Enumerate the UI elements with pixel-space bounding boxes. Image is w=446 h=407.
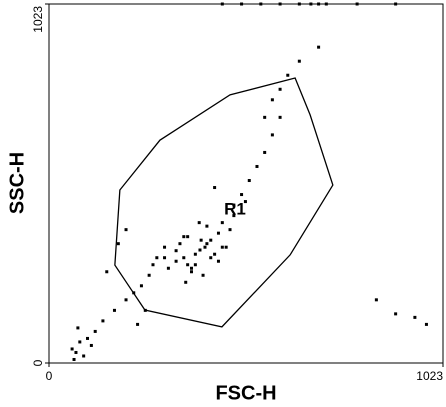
point [190,266,194,270]
point [297,59,301,63]
point [147,273,151,277]
point [74,350,78,354]
x-axis-label: FSC-H [215,382,276,404]
point [166,266,170,270]
point [105,270,109,274]
point [136,322,140,326]
point [243,200,247,204]
point [82,354,86,358]
point [394,2,398,6]
point [220,245,224,249]
point [213,252,217,256]
point [193,263,197,267]
point [240,193,244,197]
x-tick-label: 1023 [416,369,443,383]
y-tick-label: 1023 [31,6,45,33]
point [232,203,236,207]
point [374,298,378,302]
point [186,235,190,239]
gate-label: R1 [224,199,246,218]
point [216,231,220,235]
x-tick-label: 0 [46,369,53,383]
point [209,238,213,242]
point [278,87,282,91]
gate-polygon [114,77,334,328]
point [317,45,321,49]
point [263,150,267,154]
point [112,308,116,312]
y-tick-label: 0 [31,359,45,366]
point [224,245,228,249]
point [190,270,194,274]
point [297,2,301,6]
y-axis-label: SSC-H [6,152,28,214]
point [178,242,182,246]
point [394,312,398,316]
point [163,245,167,249]
point [89,343,93,347]
point [182,235,186,239]
point [324,2,328,6]
point [116,242,120,246]
point [199,238,203,242]
point [163,256,167,260]
point [220,2,224,6]
point [193,252,197,256]
point [259,2,263,6]
point [205,242,209,246]
point [270,98,274,102]
point [247,179,251,183]
point [286,73,290,77]
point [263,115,267,119]
point [270,133,274,137]
point [309,2,313,6]
point [213,186,217,190]
point [240,2,244,6]
point [155,256,159,260]
point [355,2,359,6]
point [278,2,282,6]
point [278,115,282,119]
point [424,322,428,326]
point [197,221,201,225]
point [72,357,76,361]
point [174,259,178,263]
point [139,284,143,288]
point [70,347,74,351]
point [124,228,128,232]
point [174,249,178,253]
point [209,256,213,260]
point [255,164,259,168]
point [86,336,90,340]
point [124,298,128,302]
point [151,263,155,267]
plot-frame [48,3,444,364]
point [93,329,97,333]
point [228,228,232,232]
point [201,273,205,277]
point [76,326,80,330]
point [78,340,82,344]
point [205,224,209,228]
point [101,319,105,323]
point [220,221,224,225]
point [317,2,321,6]
point [203,245,207,249]
point [216,259,220,263]
point [413,315,417,319]
point [184,280,188,284]
point [232,214,236,218]
point [182,256,186,260]
point [186,263,190,267]
point [198,248,202,252]
